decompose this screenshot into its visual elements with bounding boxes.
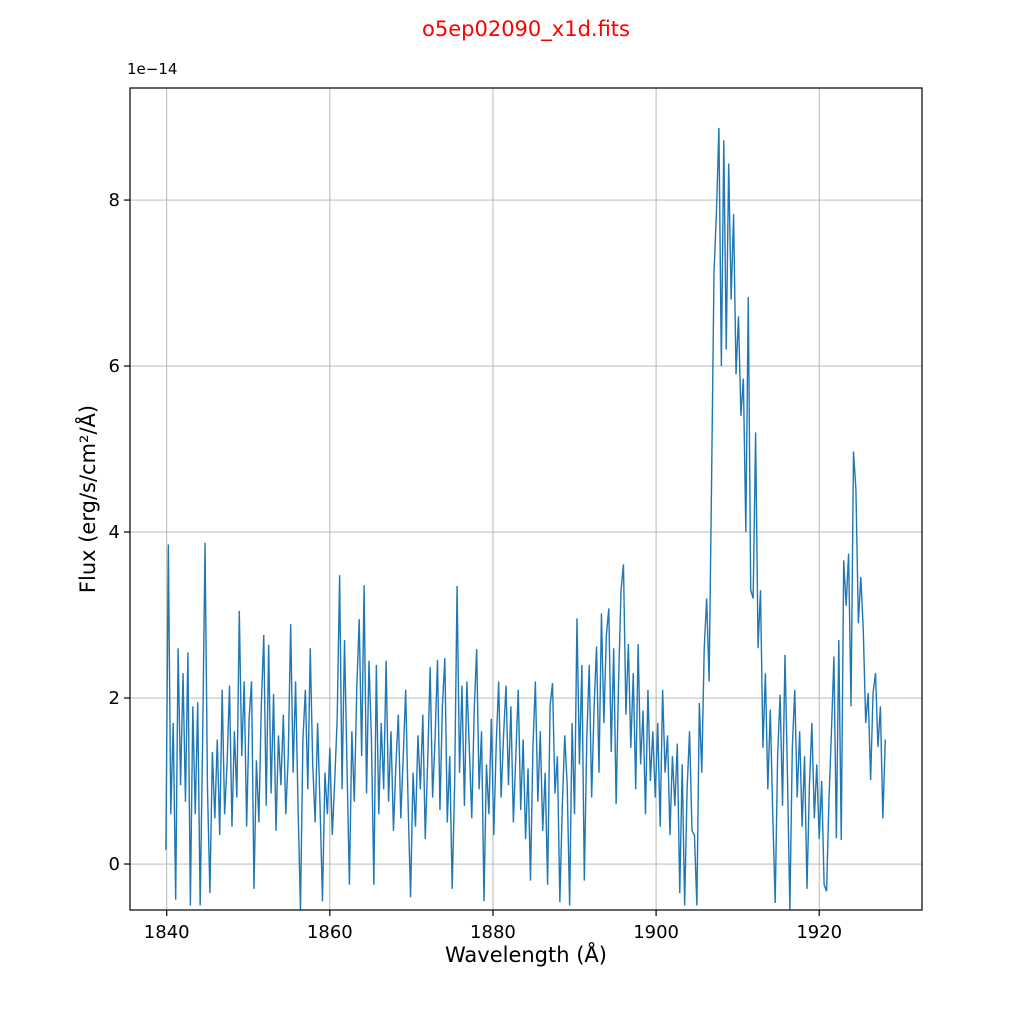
axes-border	[129, 87, 923, 911]
y-axis-label: Flux (erg/s/cm²/Å)	[76, 404, 100, 594]
x-tick-label: 1840	[144, 922, 190, 943]
x-axis-label: Wavelength (Å)	[444, 943, 607, 967]
x-tick-label: 1920	[796, 922, 842, 943]
y-tick-label: 4	[109, 522, 120, 543]
spectrum-line	[165, 127, 886, 910]
x-tick-label: 1900	[633, 922, 679, 943]
plot-title: o5ep02090_x1d.fits	[422, 17, 630, 41]
x-tick-label: 1860	[307, 922, 353, 943]
y-tick-label: 6	[109, 356, 120, 377]
y-tick-label: 2	[109, 688, 120, 709]
y-axis-offset-label: 1e−14	[127, 60, 178, 78]
x-tick-label: 1880	[470, 922, 516, 943]
y-tick-label: 0	[109, 854, 120, 875]
y-tick-label: 8	[109, 190, 120, 211]
